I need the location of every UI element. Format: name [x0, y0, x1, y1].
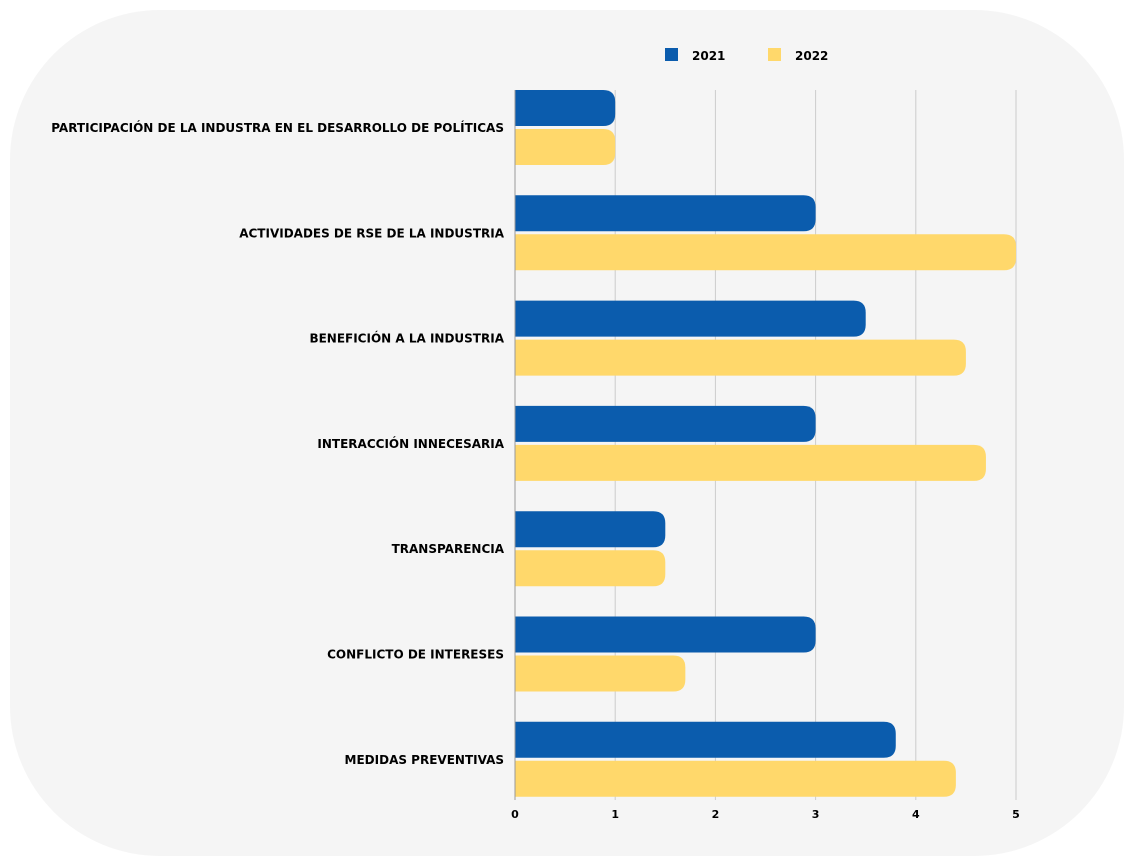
category-label: MEDIDAS PREVENTIVAS [345, 753, 504, 767]
bar-2022 [515, 339, 966, 376]
bar-2021 [515, 195, 816, 232]
bars [515, 90, 1016, 797]
category-label: ACTIVIDADES DE RSE DE LA INDUSTRIA [239, 226, 505, 240]
bar-2021 [515, 405, 816, 442]
bar-2021 [515, 300, 866, 337]
bar-2022 [515, 234, 1016, 271]
category-label: PARTICIPACIÓN DE LA INDUSTRA EN EL DESAR… [51, 120, 504, 135]
x-tick-label: 1 [611, 808, 619, 821]
bar-2022 [515, 129, 616, 165]
legend: 2021 2022 [665, 48, 828, 63]
legend-swatch-2022 [768, 48, 781, 61]
bar-2022 [515, 760, 956, 797]
x-tick-label: 2 [712, 808, 720, 821]
bar-2021 [515, 90, 616, 126]
category-label: TRANSPARENCIA [392, 542, 505, 556]
x-tick-label: 0 [511, 808, 519, 821]
axes: 0 1 2 3 4 5 PARTICIPACIÓN DE LA INDUSTRA EN EL… [51, 90, 1020, 821]
x-tick-label: 4 [912, 808, 920, 821]
bar-2022 [515, 655, 686, 692]
bar-2021 [515, 616, 816, 653]
bar-2022 [515, 444, 986, 481]
legend-label-2021: 2021 [692, 49, 725, 63]
legend-label-2022: 2022 [795, 49, 828, 63]
category-label: CONFLICTO DE INTERESES [327, 648, 504, 662]
legend-swatch-2021 [665, 48, 678, 61]
x-tick-label: 3 [812, 808, 820, 821]
bar-2021 [515, 721, 896, 758]
category-label: INTERACCIÓN INNECESARIA [317, 436, 504, 451]
x-tick-label: 5 [1012, 808, 1020, 821]
category-label: BENEFICIÓN A LA INDUSTRIA [309, 331, 504, 346]
bar-2022 [515, 550, 666, 587]
bar-2021 [515, 511, 666, 548]
